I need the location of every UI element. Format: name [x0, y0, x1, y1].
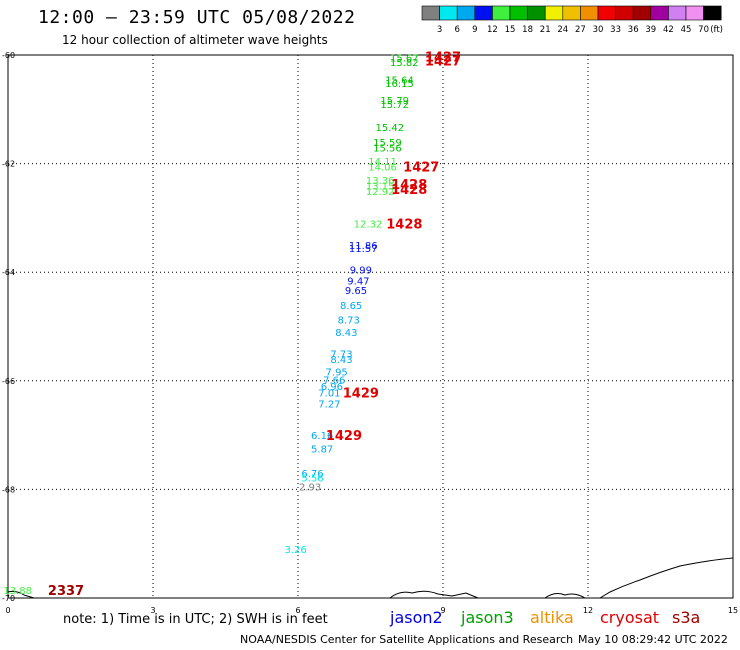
page-title: 12:00 – 23:59 UTC 05/08/2022: [38, 7, 356, 28]
orbit-track-label: 1427: [425, 54, 461, 69]
y-tick-label: -70: [2, 594, 15, 603]
orbit-track-label: 1428: [386, 217, 422, 232]
wave-height-label: 9.99: [350, 265, 372, 276]
wave-height-label: 8.43: [330, 355, 352, 366]
orbit-track-label: 1429: [326, 429, 362, 444]
scale-tick-label: 6: [454, 25, 459, 35]
y-tick-label: -68: [2, 485, 15, 494]
coastline: [7, 557, 734, 599]
scale-tick-label: 30: [593, 25, 604, 35]
scale-tick-label: 45: [681, 25, 692, 35]
wave-height-label: 13.36: [366, 176, 395, 187]
y-tick-label: -60: [2, 51, 15, 60]
orbit-track-label: 1429: [343, 387, 379, 402]
wave-height-label: 9.65: [345, 286, 367, 297]
scale-unit-label: (ft): [710, 25, 723, 35]
wave-height-label: 7.27: [318, 400, 340, 411]
plot-frame: [7, 54, 734, 599]
x-tick-label: 6: [295, 606, 300, 615]
wave-height-label: 16.15: [385, 79, 414, 90]
wave-height-label: 15.56: [373, 143, 402, 154]
wave-height-label: 8.43: [335, 328, 357, 339]
wave-height-label: 13.88: [3, 586, 32, 597]
mission-jason2: jason2: [390, 608, 443, 627]
mission-altika: altika: [530, 608, 574, 627]
wave-height-label: 7.95: [326, 368, 348, 379]
wave-height-label: 7.01: [318, 389, 340, 400]
mission-cryosat: cryosat: [600, 608, 660, 627]
credit-line: NOAA/NESDIS Center for Satellite Applica…: [240, 633, 574, 646]
mission-jason3: jason3: [461, 608, 514, 627]
footnote: note: 1) Time is in UTC; 2) SWH is in fe…: [63, 612, 328, 627]
scale-tick-label: 33: [610, 25, 621, 35]
scale-tick-label: 12: [487, 25, 498, 35]
wave-height-label: 6.96: [321, 382, 343, 393]
y-tick-label: -64: [2, 268, 15, 277]
orbit-track-label: 1428: [391, 178, 427, 193]
mission-s3a: s3a: [672, 608, 701, 627]
generated-timestamp: May 10 08:29:42 UTC 2022: [578, 633, 728, 646]
color-scale-legend: 3 6 9 12 15 18 21 24 27 30 33 36 39 42 45 70 (ft): [421, 5, 723, 35]
x-tick-label: 3: [150, 606, 155, 615]
scale-tick-label: 9: [472, 25, 477, 35]
x-tick-label: 0: [5, 606, 10, 615]
wave-height-label: 6.76: [301, 469, 323, 480]
x-tick-label: 12: [583, 606, 593, 615]
wave-height-label: 9.47: [347, 276, 369, 287]
scale-tick-label: 36: [628, 25, 639, 35]
scale-tick-label: 27: [575, 25, 586, 35]
x-tick-label: 9: [440, 606, 445, 615]
wave-height-label: 15.42: [376, 123, 405, 134]
scale-tick-label: 21: [540, 25, 551, 35]
wave-height-label: 8.65: [340, 301, 362, 312]
scale-tick-label: 18: [522, 25, 533, 35]
wave-height-label: 12.92: [366, 187, 395, 198]
orbit-track-label: 2337: [48, 584, 84, 599]
y-tick-label: -66: [2, 377, 15, 386]
wave-height-label: 15.79: [380, 96, 409, 107]
wave-height-label: 15.82: [390, 58, 419, 69]
wave-height-label: 6.16: [311, 431, 333, 442]
orbit-track-label: 1428: [391, 183, 427, 198]
wave-height-label: 11.86: [349, 241, 378, 252]
orbit-track-label: 1427: [403, 160, 439, 175]
wave-height-label: 15.72: [380, 100, 409, 111]
wave-height-label: 5.87: [311, 445, 333, 456]
wave-height-label: 14.11: [368, 157, 397, 168]
wave-height-label: 3.26: [284, 545, 306, 556]
wave-height-label: 14.06: [368, 162, 397, 173]
wave-height-label: 11.57: [349, 244, 378, 255]
scale-tick-label: 24: [557, 25, 568, 35]
scale-tick-label: 70: [698, 25, 709, 35]
wave-height-label: 7.73: [330, 350, 352, 361]
page-subtitle: 12 hour collection of altimeter wave hei…: [62, 33, 328, 47]
scale-tick-label: 3: [437, 25, 442, 35]
y-tick-label: -62: [2, 160, 15, 169]
orbit-track-label: 1427: [425, 51, 461, 66]
wave-height-label: 7.66: [323, 376, 345, 387]
wave-height-label: 12.32: [354, 219, 383, 230]
scale-tick-label: 15: [505, 25, 516, 35]
scale-tick-label: 39: [645, 25, 656, 35]
wave-height-label: 15.67: [390, 54, 419, 65]
wave-height-label: 15.59: [373, 138, 402, 149]
scale-swatch: [703, 5, 722, 21]
scale-tick-label: 42: [663, 25, 674, 35]
wave-height-label: 15.64: [385, 75, 414, 86]
wave-height-label: 5.56: [301, 473, 323, 484]
wave-height-label: 13.15: [366, 181, 395, 192]
wave-height-label: 8.73: [338, 315, 360, 326]
x-tick-label: 15: [728, 606, 738, 615]
wave-height-label: 2.93: [299, 483, 321, 494]
